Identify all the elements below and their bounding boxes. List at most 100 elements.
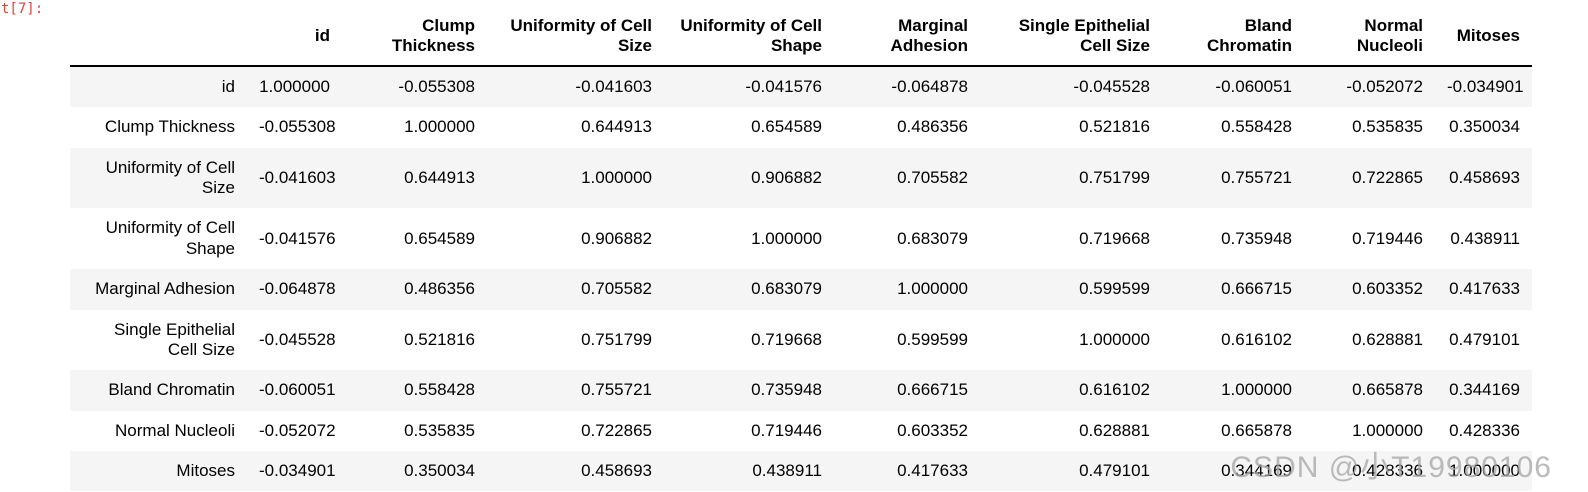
table-row-normal-nucleoli: Normal Nucleoli -0.052072 0.535835 0.722865… [70, 411, 1532, 451]
cell-mitoses-single-epithelial-cell-size: 0.479101 [1079, 461, 1150, 481]
row-header-uniformity-of-cell-shape: Uniformity of Cell Shape [105, 218, 235, 258]
cell-single-epithelial-cell-size-bland-chromatin: 0.616102 [1221, 329, 1292, 349]
column-header-bland-chromatin: Bland Chromatin [1207, 16, 1292, 56]
column-header-uniformity-of-cell-size: Uniformity of Cell Size [510, 16, 652, 56]
cell-uniformity-of-cell-shape-id: -0.041576 [259, 228, 336, 248]
cell-id-marginal-adhesion: -0.064878 [891, 76, 968, 96]
row-header-clump-thickness: Clump Thickness [104, 117, 235, 137]
header-row: id Clump Thickness Uniformity of Cell Size… [70, 8, 1532, 66]
table-row-uniformity-of-cell-shape: Uniformity of Cell Shape -0.041576 0.65458… [70, 208, 1532, 269]
cell-clump-thickness-marginal-adhesion: 0.486356 [897, 117, 968, 137]
column-header-single-epithelial-cell-size: Single Epithelial Cell Size [1018, 16, 1150, 56]
cell-clump-thickness-uniformity-of-cell-shape: 0.654589 [751, 117, 822, 137]
row-header-mitoses: Mitoses [176, 461, 235, 481]
cell-normal-nucleoli-uniformity-of-cell-shape: 0.719446 [751, 420, 822, 440]
cell-uniformity-of-cell-shape-marginal-adhesion: 0.683079 [897, 228, 968, 248]
cell-single-epithelial-cell-size-id: -0.045528 [259, 329, 336, 349]
cell-id-bland-chromatin: -0.060051 [1215, 76, 1292, 96]
cell-normal-nucleoli-uniformity-of-cell-size: 0.722865 [581, 420, 652, 440]
cell-bland-chromatin-mitoses: 0.344169 [1449, 380, 1520, 400]
cell-uniformity-of-cell-size-bland-chromatin: 0.755721 [1221, 167, 1292, 187]
cell-id-single-epithelial-cell-size: -0.045528 [1073, 76, 1150, 96]
row-header-single-epithelial-cell-size: Single Epithelial Cell Size [114, 319, 235, 359]
cell-uniformity-of-cell-size-uniformity-of-cell-shape: 0.906882 [751, 167, 822, 187]
cell-uniformity-of-cell-size-marginal-adhesion: 0.705582 [897, 167, 968, 187]
column-header-clump-thickness: Clump Thickness [391, 16, 475, 56]
cell-mitoses-normal-nucleoli: 0.428336 [1352, 461, 1423, 481]
cell-uniformity-of-cell-shape-uniformity-of-cell-shape: 1.000000 [751, 228, 822, 248]
table-row-uniformity-of-cell-size: Uniformity of Cell Size -0.041603 0.644913… [70, 147, 1532, 209]
table-row-mitoses: Mitoses -0.034901 0.350034 0.458693 0.438911… [70, 451, 1532, 492]
cell-uniformity-of-cell-size-uniformity-of-cell-size: 1.000000 [581, 167, 652, 187]
cell-id-id: 1.000000 [259, 76, 330, 96]
cell-id-uniformity-of-cell-shape: -0.041576 [745, 76, 822, 96]
cell-uniformity-of-cell-shape-uniformity-of-cell-size: 0.906882 [581, 228, 652, 248]
dataframe-output-container: id Clump Thickness Uniformity of Cell Size… [70, 8, 1532, 492]
cell-marginal-adhesion-uniformity-of-cell-shape: 0.683079 [751, 279, 822, 299]
cell-normal-nucleoli-clump-thickness: 0.535835 [404, 420, 475, 440]
row-header-id: id [221, 76, 235, 96]
cell-uniformity-of-cell-shape-normal-nucleoli: 0.719446 [1352, 228, 1423, 248]
cell-normal-nucleoli-bland-chromatin: 0.665878 [1221, 420, 1292, 440]
cell-uniformity-of-cell-size-id: -0.041603 [259, 167, 336, 187]
cell-bland-chromatin-uniformity-of-cell-shape: 0.735948 [751, 380, 822, 400]
cell-normal-nucleoli-mitoses: 0.428336 [1449, 420, 1520, 440]
cell-id-normal-nucleoli: -0.052072 [1346, 76, 1423, 96]
row-header-marginal-adhesion: Marginal Adhesion [95, 279, 235, 299]
cell-clump-thickness-bland-chromatin: 0.558428 [1221, 117, 1292, 137]
cell-clump-thickness-id: -0.055308 [259, 117, 336, 137]
table-header: id Clump Thickness Uniformity of Cell Size… [70, 8, 1532, 66]
cell-bland-chromatin-clump-thickness: 0.558428 [404, 380, 475, 400]
column-header-normal-nucleoli: Normal Nucleoli [1356, 16, 1423, 56]
cell-bland-chromatin-bland-chromatin: 1.000000 [1221, 380, 1292, 400]
column-header-id: id [314, 26, 330, 46]
cell-clump-thickness-clump-thickness: 1.000000 [404, 117, 475, 137]
cell-clump-thickness-mitoses: 0.350034 [1449, 117, 1520, 137]
output-prompt: t[7]: [1, 1, 44, 17]
column-header-marginal-adhesion: Marginal Adhesion [890, 16, 968, 56]
cell-single-epithelial-cell-size-single-epithelial-cell-size: 1.000000 [1079, 329, 1150, 349]
cell-clump-thickness-single-epithelial-cell-size: 0.521816 [1079, 117, 1150, 137]
correlation-matrix-table: id Clump Thickness Uniformity of Cell Size… [70, 8, 1532, 492]
cell-marginal-adhesion-bland-chromatin: 0.666715 [1221, 279, 1292, 299]
cell-normal-nucleoli-id: -0.052072 [259, 420, 336, 440]
table-row-bland-chromatin: Bland Chromatin -0.060051 0.558428 0.755721… [70, 370, 1532, 411]
cell-uniformity-of-cell-size-single-epithelial-cell-size: 0.751799 [1079, 167, 1150, 187]
row-header-normal-nucleoli: Normal Nucleoli [115, 420, 235, 440]
table-row-clump-thickness: Clump Thickness -0.055308 1.000000 0.644913… [70, 107, 1532, 147]
cell-mitoses-uniformity-of-cell-shape: 0.438911 [752, 461, 822, 481]
cell-mitoses-uniformity-of-cell-size: 0.458693 [581, 461, 652, 481]
cell-uniformity-of-cell-shape-bland-chromatin: 0.735948 [1221, 228, 1292, 248]
cell-mitoses-bland-chromatin: 0.344169 [1221, 461, 1292, 481]
cell-single-epithelial-cell-size-clump-thickness: 0.521816 [404, 329, 475, 349]
cell-uniformity-of-cell-size-mitoses: 0.458693 [1449, 167, 1520, 187]
cell-normal-nucleoli-marginal-adhesion: 0.603352 [897, 420, 968, 440]
cell-normal-nucleoli-normal-nucleoli: 1.000000 [1352, 420, 1423, 440]
column-header-uniformity-of-cell-shape: Uniformity of Cell Shape [680, 16, 822, 56]
cell-single-epithelial-cell-size-uniformity-of-cell-size: 0.751799 [581, 329, 652, 349]
column-header-mitoses: Mitoses [1456, 26, 1520, 46]
table-row-id: id 1.000000 -0.055308 -0.041603 -0.041576 -0.… [70, 65, 1532, 108]
cell-uniformity-of-cell-size-clump-thickness: 0.644913 [404, 167, 475, 187]
cell-uniformity-of-cell-size-normal-nucleoli: 0.722865 [1352, 167, 1423, 187]
table-body: id 1.000000 -0.055308 -0.041603 -0.041576 -0.… [70, 65, 1532, 492]
cell-normal-nucleoli-single-epithelial-cell-size: 0.628881 [1079, 420, 1150, 440]
table-row-marginal-adhesion: Marginal Adhesion -0.064878 0.486356 0.7055… [70, 269, 1532, 310]
cell-mitoses-marginal-adhesion: 0.417633 [897, 461, 968, 481]
cell-single-epithelial-cell-size-marginal-adhesion: 0.599599 [897, 329, 968, 349]
cell-mitoses-id: -0.034901 [259, 461, 336, 481]
cell-uniformity-of-cell-shape-clump-thickness: 0.654589 [404, 228, 475, 248]
cell-bland-chromatin-id: -0.060051 [259, 380, 336, 400]
cell-single-epithelial-cell-size-normal-nucleoli: 0.628881 [1352, 329, 1423, 349]
cell-mitoses-clump-thickness: 0.350034 [404, 461, 475, 481]
table-row-single-epithelial-cell-size: Single Epithelial Cell Size -0.045528 0.52… [70, 310, 1532, 371]
cell-mitoses-mitoses: 1.000000 [1449, 461, 1520, 481]
cell-marginal-adhesion-marginal-adhesion: 1.000000 [897, 279, 968, 299]
cell-marginal-adhesion-id: -0.064878 [259, 279, 336, 299]
cell-bland-chromatin-uniformity-of-cell-size: 0.755721 [581, 380, 652, 400]
cell-id-clump-thickness: -0.055308 [398, 76, 475, 96]
row-header-uniformity-of-cell-size: Uniformity of Cell Size [105, 157, 235, 197]
cell-bland-chromatin-marginal-adhesion: 0.666715 [897, 380, 968, 400]
cell-bland-chromatin-normal-nucleoli: 0.665878 [1352, 380, 1423, 400]
cell-clump-thickness-normal-nucleoli: 0.535835 [1352, 117, 1423, 137]
